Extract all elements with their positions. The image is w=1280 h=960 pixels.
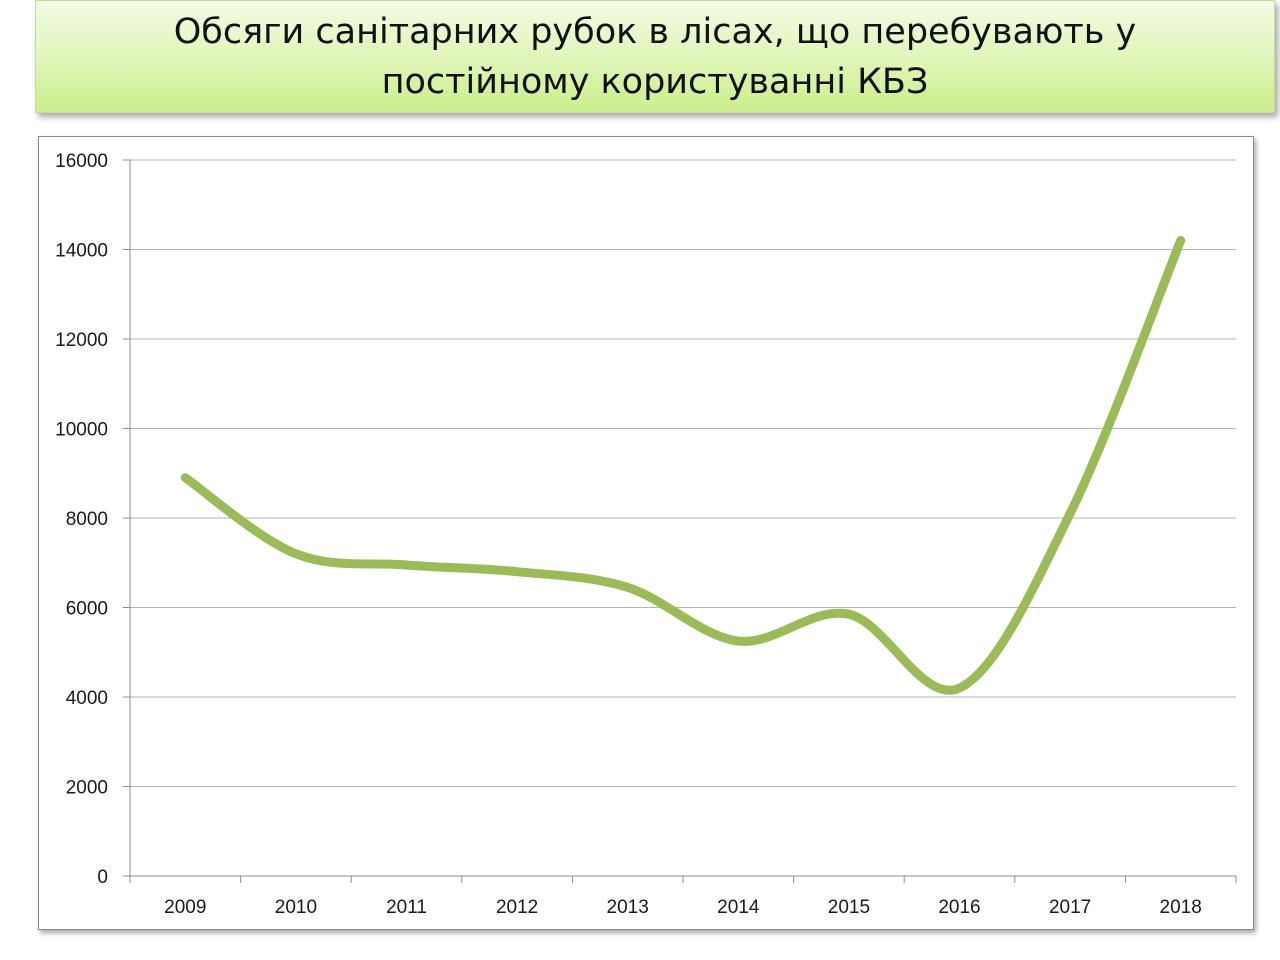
y-tick-label: 14000 (55, 241, 108, 262)
series-line (180, 236, 1186, 695)
y-tick-label: 0 (97, 867, 108, 888)
x-tick-label: 2015 (828, 897, 870, 918)
chart-frame (38, 136, 1254, 930)
x-tick-label: 2013 (607, 897, 649, 918)
y-tick-label: 16000 (55, 151, 108, 172)
title-banner: Обсяги санітарних рубок в лісах, що пере… (35, 0, 1275, 113)
y-tick-label: 8000 (66, 509, 108, 530)
x-tick-label: 2010 (275, 897, 317, 918)
x-tick-label: 2018 (1160, 897, 1202, 918)
y-tick-label: 4000 (66, 688, 108, 709)
x-tick-label: 2014 (717, 897, 760, 918)
x-tick-label: 2016 (938, 897, 980, 918)
y-tick-label: 6000 (66, 599, 108, 620)
chart-title: Обсяги санітарних рубок в лісах, що пере… (173, 11, 1137, 102)
x-tick-label: 2017 (1049, 897, 1091, 918)
y-tick-label: 2000 (66, 778, 108, 799)
x-tick-label: 2009 (164, 897, 206, 918)
y-tick-label: 10000 (55, 420, 108, 441)
x-tick-label: 2012 (496, 897, 538, 918)
y-tick-label: 12000 (55, 330, 108, 351)
x-tick-label: 2011 (386, 897, 427, 918)
